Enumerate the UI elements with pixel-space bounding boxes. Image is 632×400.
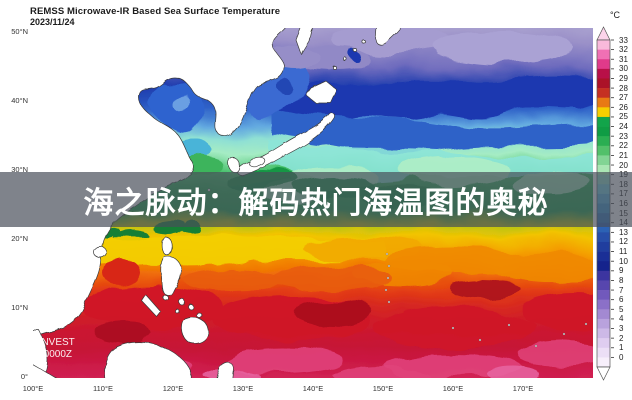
colorbar-tick-label: 26: [619, 102, 628, 112]
colorbar-tick-label: 21: [619, 150, 628, 160]
colorbar-tick-label: 24: [619, 122, 628, 132]
hokkaido: [305, 80, 338, 104]
map-title: REMSS Microwave-IR Based Sea Surface Tem…: [30, 6, 281, 17]
sulawesi: [216, 362, 234, 378]
colorbar-tick-label: 13: [619, 227, 628, 237]
colorbar-tick-label: 5: [619, 304, 624, 314]
colorbar: [596, 26, 614, 381]
colorbar-tick-label: 10: [619, 256, 628, 266]
lon-tick-label: 120°E: [162, 384, 184, 393]
colorbar-tick-label: 23: [619, 131, 628, 141]
visayas-island: [163, 295, 169, 301]
sakhalin: [295, 28, 313, 55]
visayas-island: [196, 312, 202, 318]
colorbar-tick-label: 3: [619, 324, 624, 334]
map-date: 2023/11/24: [30, 17, 75, 27]
kamchatka: [375, 28, 401, 45]
lon-tick-label: 130°E: [232, 384, 254, 393]
colorbar-tick-label: 28: [619, 83, 628, 93]
watermark-line1: W.INVEST: [27, 337, 75, 348]
kuril-island: [343, 57, 347, 61]
lon-tick-label: 140°E: [302, 384, 324, 393]
colorbar-tick-label: 4: [619, 314, 624, 324]
lat-tick-label: 30°N: [11, 165, 28, 174]
luzon: [160, 256, 182, 296]
kuril-island: [353, 48, 357, 52]
visayas-island: [178, 298, 186, 306]
lon-tick-label: 170°E: [512, 384, 534, 393]
lon-tick-label: 160°E: [442, 384, 464, 393]
headline-overlay-band: 海之脉动：解码热门海温图的奥秘: [0, 172, 632, 227]
watermark: W.INVEST /25 0000Z: [27, 337, 75, 361]
visayas-island: [174, 308, 180, 314]
colorbar-tick-label: 8: [619, 275, 624, 285]
colorbar-tick-label: 22: [619, 141, 628, 151]
colorbar-tick-label: 6: [619, 295, 624, 305]
colorbar-tick-label: 29: [619, 73, 628, 83]
sst-map: [33, 28, 593, 378]
colorbar-tick-label: 12: [619, 237, 628, 247]
lon-tick-label: 100°E: [22, 384, 44, 393]
colorbar-tick-label: 9: [619, 266, 624, 276]
borneo: [104, 341, 192, 378]
palawan: [141, 294, 162, 318]
colorbar-tick-label: 32: [619, 45, 628, 55]
lat-tick-label: 40°N: [11, 96, 28, 105]
sumatra: [33, 364, 57, 378]
headline-text: 海之脉动：解码热门海温图的奥秘: [83, 186, 549, 220]
visayas-island: [188, 304, 194, 310]
colorbar-tick-label: 30: [619, 64, 628, 74]
lat-tick-label: 50°N: [11, 27, 28, 36]
colorbar-unit-label: °C: [609, 10, 621, 20]
malay-peninsula: [33, 329, 48, 378]
kuril-island: [333, 66, 337, 70]
shikoku: [248, 156, 266, 168]
colorbar-tick-label: 20: [619, 160, 628, 170]
lat-tick-label: 20°N: [11, 234, 28, 243]
colorbar-tick-label: 25: [619, 112, 628, 122]
kuril-island: [362, 40, 366, 44]
lat-tick-label: 0°: [20, 372, 28, 381]
colorbar-tick-label: 27: [619, 93, 628, 103]
lon-tick-label: 150°E: [372, 384, 394, 393]
colorbar-tick-label: 31: [619, 54, 628, 64]
watermark-line2: /25 0000Z: [27, 349, 73, 360]
colorbar-tick-label: 7: [619, 285, 624, 295]
lon-tick-label: 110°E: [93, 384, 113, 393]
colorbar-tick-label: 33: [619, 35, 628, 45]
colorbar-tick-label: 0: [619, 352, 624, 362]
hainan: [93, 246, 107, 258]
colorbar-tick-label: 1: [619, 343, 624, 353]
lat-tick-label: 10°N: [11, 303, 28, 312]
colorbar-tick-label: 11: [619, 247, 628, 257]
taiwan: [161, 236, 173, 256]
colorbar-tick-label: 2: [619, 333, 624, 343]
mindanao: [181, 317, 209, 344]
